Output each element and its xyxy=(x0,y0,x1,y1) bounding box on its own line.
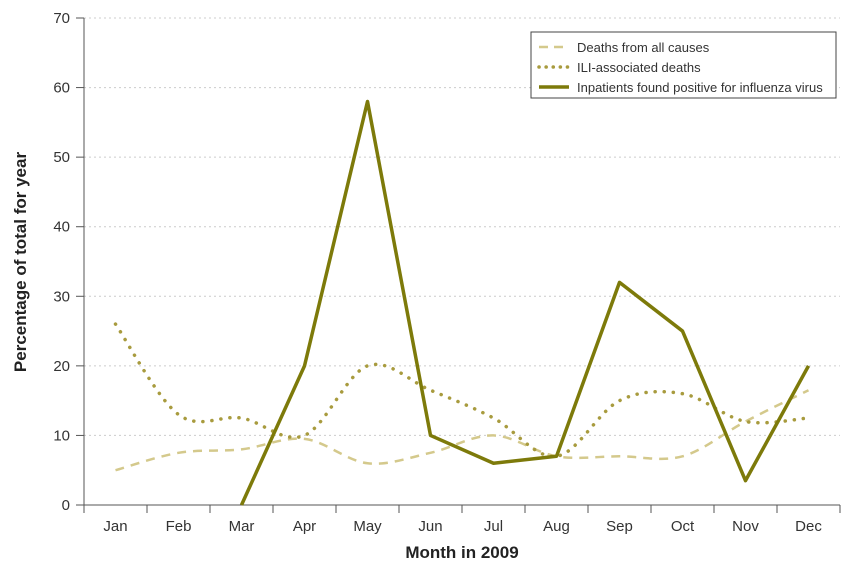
y-ticks: 0 10 20 30 40 50 60 70 xyxy=(53,10,84,514)
y-tick-label: 60 xyxy=(53,80,70,97)
x-tick-label: Nov xyxy=(732,518,759,535)
legend-label: Inpatients found positive for influenza … xyxy=(577,80,823,95)
series-line-3 xyxy=(239,99,811,506)
legend-label: Deaths from all causes xyxy=(577,40,710,55)
series-line-1 xyxy=(115,389,810,472)
x-tick-label: Jul xyxy=(484,518,503,535)
x-tick-label: Feb xyxy=(166,518,192,535)
y-tick-label: 20 xyxy=(53,358,70,375)
x-tick-label: Apr xyxy=(293,518,316,535)
y-tick-label: 70 xyxy=(53,10,70,27)
y-tick-label: 0 xyxy=(62,497,70,514)
y-tick-label: 40 xyxy=(53,219,70,236)
x-tick-label: May xyxy=(353,518,382,535)
y-tick-label: 30 xyxy=(53,288,70,305)
x-tick-label: Jan xyxy=(103,518,127,535)
y-tick-label: 50 xyxy=(53,149,70,166)
legend-label: ILI-associated deaths xyxy=(577,60,701,75)
y-tick-label: 10 xyxy=(53,427,70,444)
x-tick-label: Sep xyxy=(606,518,633,535)
legend-box xyxy=(530,31,837,99)
legend: Deaths from all causes ILI-associated dea… xyxy=(530,31,837,99)
x-tick-label: Dec xyxy=(795,518,822,535)
series-lines xyxy=(113,99,811,506)
x-axis-title: Month in 2009 xyxy=(405,543,518,562)
x-ticks: Jan Feb Mar Apr May Jun Jul Aug Sep Oct Nov Dec xyxy=(83,505,841,535)
x-tick-label: Aug xyxy=(543,518,570,535)
x-tick-label: Oct xyxy=(671,518,695,535)
y-axis-title: Percentage of total for year xyxy=(11,152,30,373)
x-tick-label: Mar xyxy=(229,518,255,535)
x-tick-label: Jun xyxy=(418,518,442,535)
series-line-2 xyxy=(113,322,811,459)
